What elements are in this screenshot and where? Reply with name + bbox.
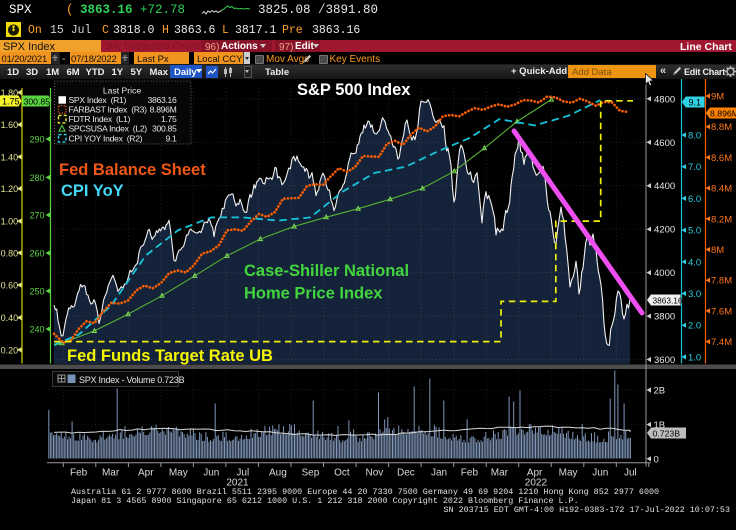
svg-text:0.80: 0.80 bbox=[1, 248, 19, 258]
svg-text:Jan: Jan bbox=[431, 468, 447, 479]
svg-text:7.6M: 7.6M bbox=[711, 306, 732, 317]
svg-text:FDTR Index (L1): FDTR Index (L1) bbox=[69, 114, 131, 124]
svg-text:9M: 9M bbox=[711, 92, 724, 103]
svg-text:Fed Funds Target Rate UB: Fed Funds Target Rate UB bbox=[67, 347, 273, 365]
svg-text:3.0: 3.0 bbox=[688, 289, 701, 300]
svg-text:S&P 500 Index: S&P 500 Index bbox=[297, 81, 411, 99]
svg-text:SN 203715 EDT GMT-4:00 H192-0: SN 203715 EDT GMT-4:00 H192-0383-172 17-… bbox=[444, 505, 730, 515]
svg-text:CPI YOY Index (R2): CPI YOY Index (R2) bbox=[69, 133, 143, 143]
svg-text:4800: 4800 bbox=[654, 94, 675, 105]
svg-text:SPX Index (R1): SPX Index (R1) bbox=[69, 95, 127, 105]
svg-text:Apr: Apr bbox=[527, 468, 543, 479]
svg-text:3600: 3600 bbox=[654, 355, 675, 366]
svg-text:Aug: Aug bbox=[269, 468, 287, 479]
svg-text:SPX Index - Volume 0.723B: SPX Index - Volume 0.723B bbox=[79, 375, 185, 385]
svg-text:4200: 4200 bbox=[654, 225, 675, 236]
svg-text:SPCSUSA Index (L2): SPCSUSA Index (L2) bbox=[69, 124, 148, 134]
svg-text:3800: 3800 bbox=[654, 312, 675, 323]
svg-text:Japan 81 3 4565 8900 Sing: Japan 81 3 4565 8900 Singapore 65 6212 1… bbox=[71, 496, 579, 506]
svg-text:8.896M: 8.896M bbox=[150, 105, 177, 115]
svg-text:Last Price: Last Price bbox=[103, 85, 141, 95]
svg-text:2B: 2B bbox=[654, 386, 666, 397]
svg-text:8.8M: 8.8M bbox=[711, 122, 732, 133]
svg-text:1.00: 1.00 bbox=[1, 217, 19, 227]
svg-text:Home Price Index: Home Price Index bbox=[244, 285, 383, 303]
svg-text:8.2M: 8.2M bbox=[711, 214, 732, 225]
svg-text:Australia 61 2 9777 8600 Brazi: Australia 61 2 9777 8600 Brazil 5511 239… bbox=[71, 487, 659, 497]
svg-text:3863.16: 3863.16 bbox=[148, 95, 177, 105]
svg-text:8.0: 8.0 bbox=[688, 131, 701, 142]
svg-text:300.85: 300.85 bbox=[24, 96, 51, 106]
svg-text:0.20: 0.20 bbox=[1, 345, 19, 355]
svg-text:240: 240 bbox=[29, 325, 44, 335]
svg-text:Jul: Jul bbox=[624, 468, 637, 479]
svg-text:Case-Shiller National: Case-Shiller National bbox=[244, 262, 409, 280]
svg-text:1.0: 1.0 bbox=[688, 352, 701, 363]
svg-text:Mar: Mar bbox=[102, 468, 120, 479]
svg-text:9.1: 9.1 bbox=[689, 97, 702, 107]
svg-text:280: 280 bbox=[29, 173, 44, 183]
svg-text:2022: 2022 bbox=[525, 478, 548, 489]
svg-text:1.80: 1.80 bbox=[1, 88, 19, 98]
svg-text:4400: 4400 bbox=[654, 181, 675, 192]
svg-text:CPI YoY: CPI YoY bbox=[61, 182, 124, 200]
svg-text:Mar: Mar bbox=[491, 468, 509, 479]
svg-text:FARBAST Index (R3): FARBAST Index (R3) bbox=[69, 105, 148, 115]
svg-text:9.1: 9.1 bbox=[165, 133, 177, 143]
svg-text:7.0: 7.0 bbox=[688, 162, 701, 173]
svg-text:8.6M: 8.6M bbox=[711, 153, 732, 164]
svg-text:0: 0 bbox=[654, 454, 659, 465]
svg-text:May: May bbox=[559, 468, 578, 479]
svg-text:May: May bbox=[169, 468, 188, 479]
svg-text:4000: 4000 bbox=[654, 268, 675, 279]
svg-text:260: 260 bbox=[29, 249, 44, 259]
svg-text:0.60: 0.60 bbox=[1, 281, 19, 291]
svg-text:8.4M: 8.4M bbox=[711, 184, 732, 195]
svg-text:1.75: 1.75 bbox=[161, 114, 177, 124]
svg-text:Jun: Jun bbox=[592, 468, 608, 479]
svg-text:Feb: Feb bbox=[461, 468, 479, 479]
svg-text:8.896M: 8.896M bbox=[710, 108, 736, 118]
svg-text:3863.16: 3863.16 bbox=[653, 295, 683, 305]
svg-text:1B: 1B bbox=[654, 420, 666, 431]
svg-text:0.40: 0.40 bbox=[1, 313, 19, 323]
svg-text:Fed Balance Sheet: Fed Balance Sheet bbox=[59, 161, 206, 179]
svg-text:Jun: Jun bbox=[203, 468, 219, 479]
svg-text:2021: 2021 bbox=[226, 478, 249, 489]
svg-text:2.0: 2.0 bbox=[688, 321, 701, 332]
svg-text:Nov: Nov bbox=[366, 468, 384, 479]
svg-text:1.20: 1.20 bbox=[1, 184, 19, 194]
svg-text:6.0: 6.0 bbox=[688, 194, 701, 205]
svg-text:250: 250 bbox=[29, 287, 44, 297]
svg-text:4600: 4600 bbox=[654, 138, 675, 149]
svg-text:290: 290 bbox=[29, 135, 44, 145]
svg-text:Sep: Sep bbox=[302, 468, 320, 479]
svg-text:Apr: Apr bbox=[138, 468, 154, 479]
svg-text:Oct: Oct bbox=[334, 468, 350, 479]
svg-text:7.4M: 7.4M bbox=[711, 337, 732, 348]
svg-text:8M: 8M bbox=[711, 245, 724, 256]
svg-text:7.8M: 7.8M bbox=[711, 276, 732, 287]
svg-text:Jul: Jul bbox=[236, 468, 249, 479]
svg-text:0.723B: 0.723B bbox=[653, 428, 681, 438]
svg-text:270: 270 bbox=[29, 211, 44, 221]
svg-text:Feb: Feb bbox=[70, 468, 88, 479]
svg-text:Dec: Dec bbox=[397, 468, 415, 479]
svg-text:1.40: 1.40 bbox=[1, 152, 19, 162]
svg-text:5.0: 5.0 bbox=[688, 226, 701, 237]
svg-text:1.75: 1.75 bbox=[2, 96, 20, 106]
svg-text:300.85: 300.85 bbox=[152, 124, 177, 134]
svg-text:4.0: 4.0 bbox=[688, 257, 701, 268]
svg-text:1.60: 1.60 bbox=[1, 120, 19, 130]
